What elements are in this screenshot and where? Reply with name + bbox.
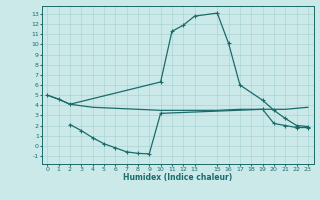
X-axis label: Humidex (Indice chaleur): Humidex (Indice chaleur) (123, 173, 232, 182)
